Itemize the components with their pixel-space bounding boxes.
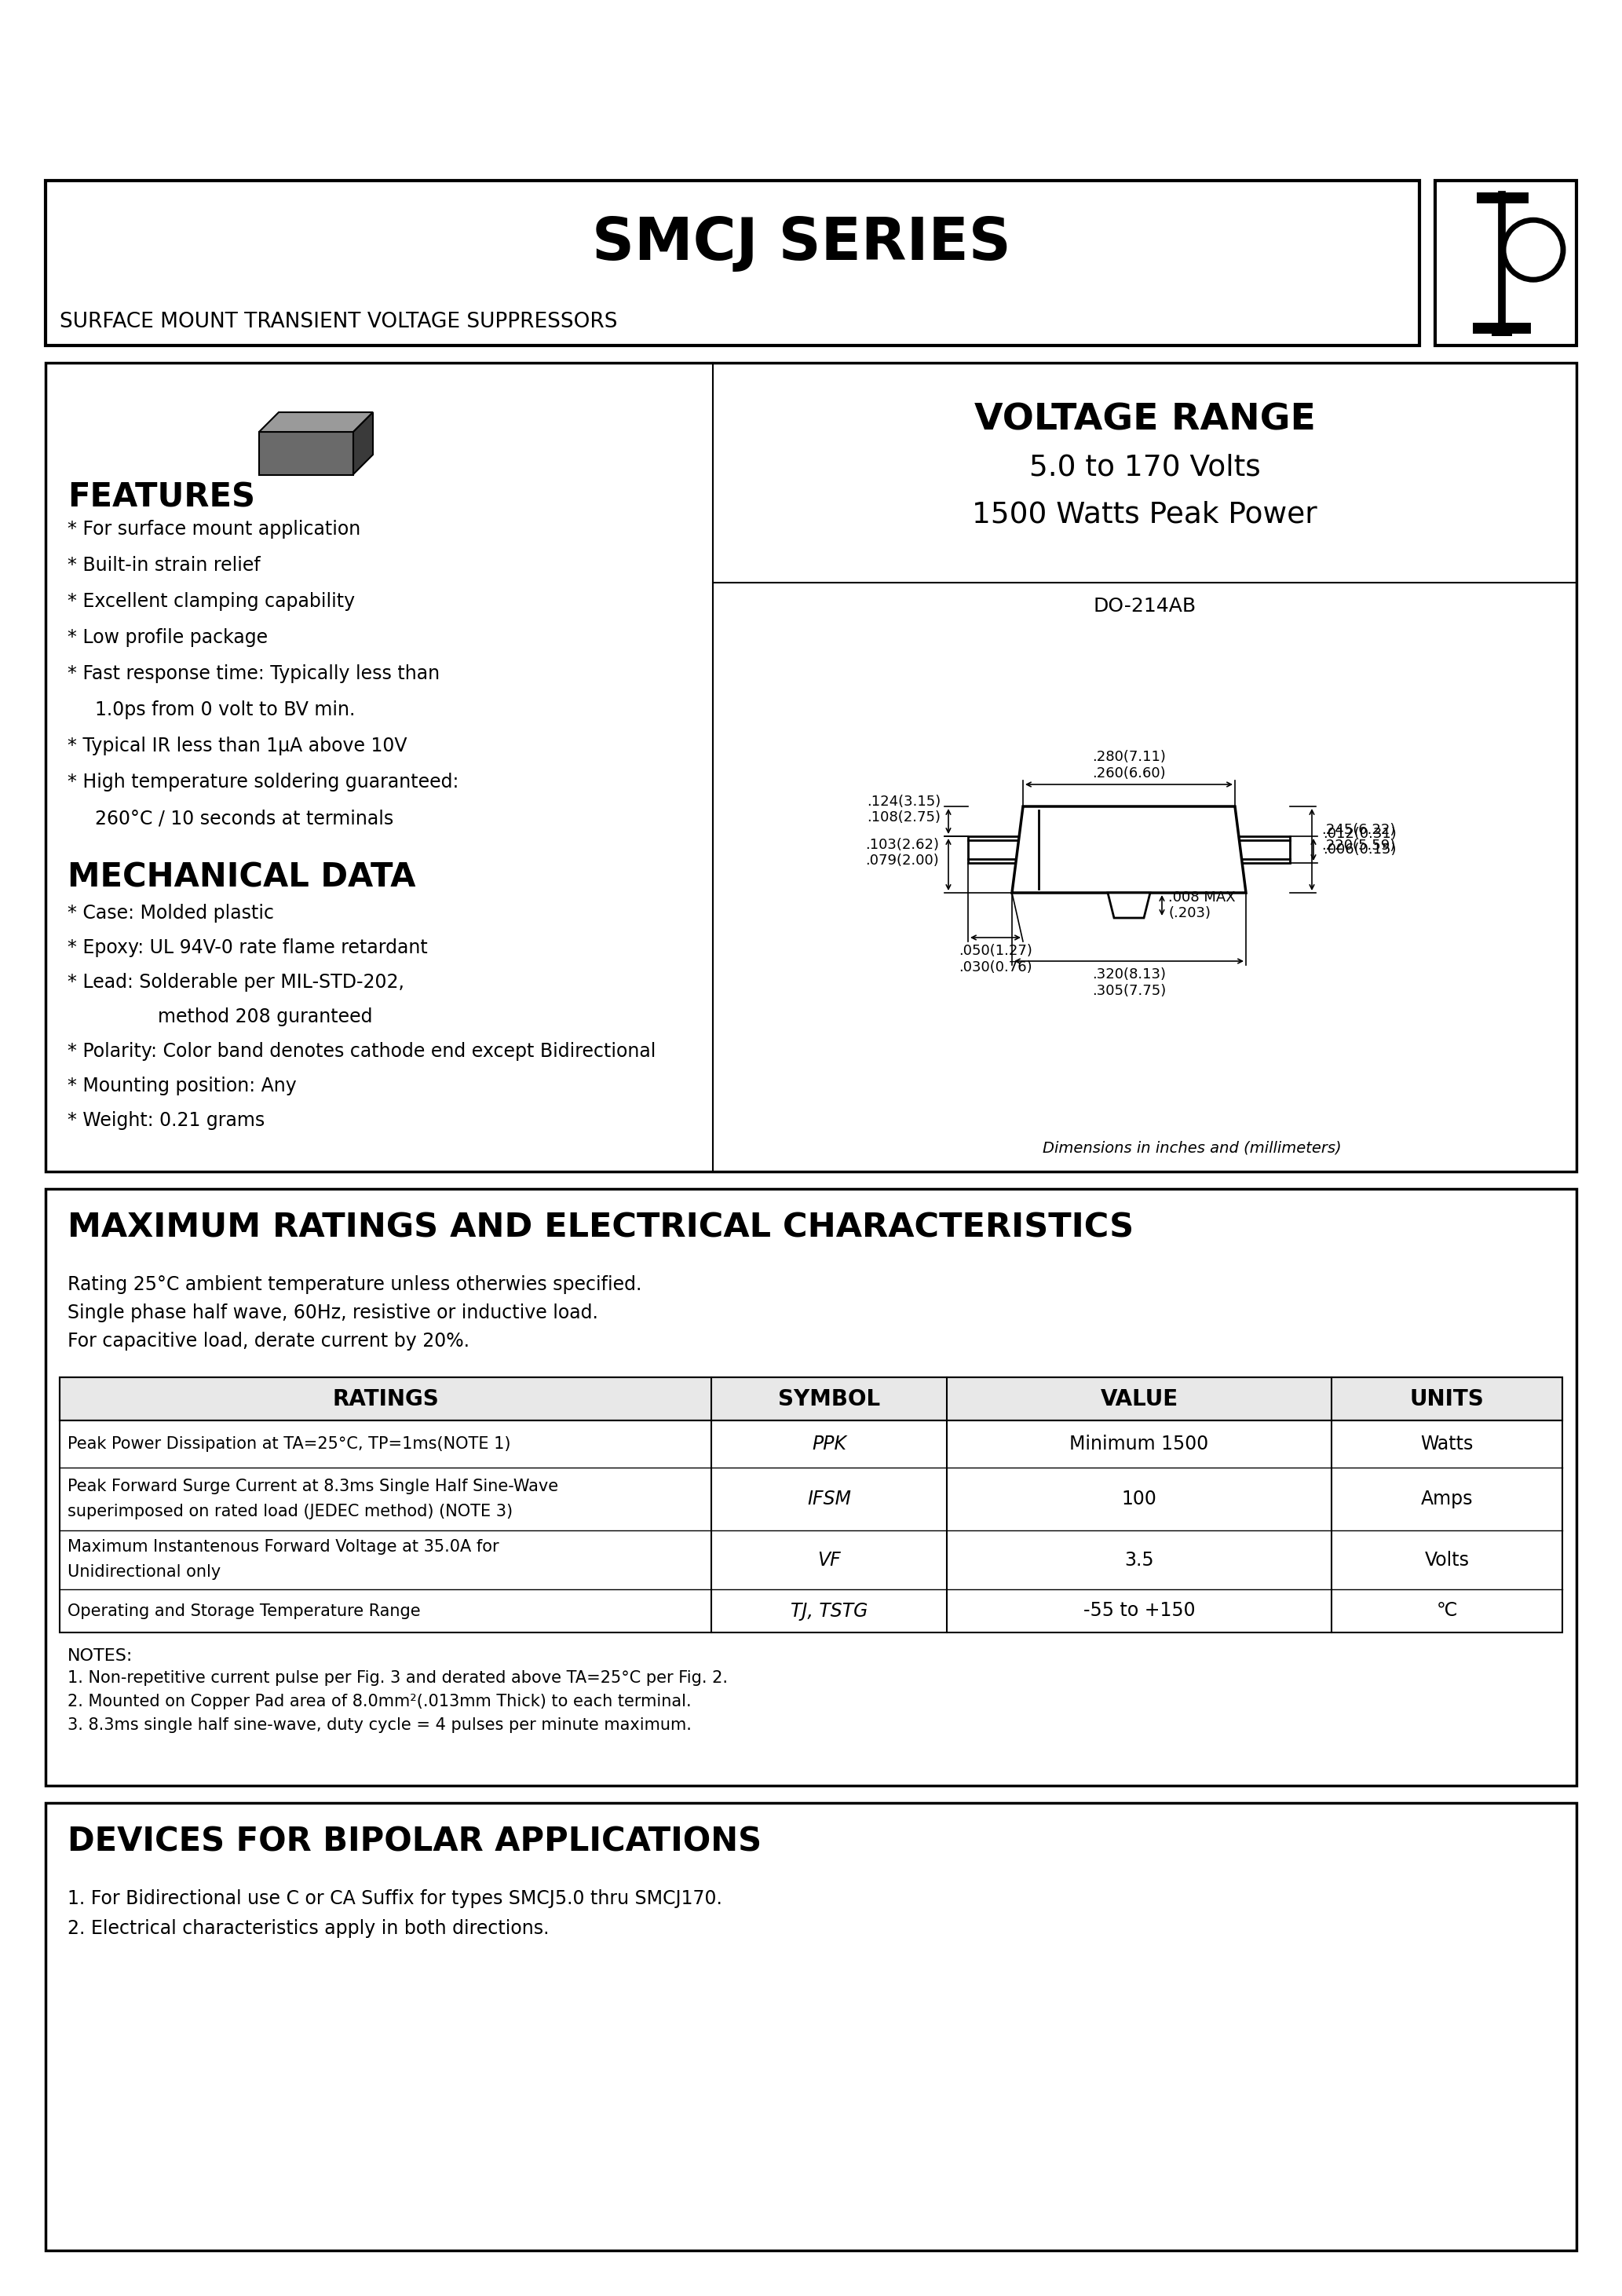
Text: .320(8.13)
.305(7.75): .320(8.13) .305(7.75) bbox=[1092, 967, 1166, 999]
Polygon shape bbox=[1108, 893, 1150, 918]
Text: Watts: Watts bbox=[1421, 1435, 1473, 1453]
Text: * High temperature soldering guaranteed:: * High temperature soldering guaranteed: bbox=[68, 774, 459, 792]
Bar bbox=[45, 1189, 1577, 1786]
Text: Peak Power Dissipation at TA=25°C, TP=1ms(NOTE 1): Peak Power Dissipation at TA=25°C, TP=1m… bbox=[68, 1437, 511, 1451]
Text: 1. Non-repetitive current pulse per Fig. 3 and derated above TA=25°C per Fig. 2.: 1. Non-repetitive current pulse per Fig.… bbox=[68, 1669, 728, 1685]
Text: Dimensions in inches and (millimeters): Dimensions in inches and (millimeters) bbox=[1043, 1141, 1341, 1155]
Text: Single phase half wave, 60Hz, resistive or inductive load.: Single phase half wave, 60Hz, resistive … bbox=[68, 1304, 599, 1322]
Text: IFSM: IFSM bbox=[808, 1490, 852, 1508]
Text: * Lead: Solderable per MIL-STD-202,: * Lead: Solderable per MIL-STD-202, bbox=[68, 974, 404, 992]
Text: DO-214AB: DO-214AB bbox=[1093, 597, 1195, 615]
Text: SMCJ SERIES: SMCJ SERIES bbox=[592, 216, 1011, 273]
Text: 1. For Bidirectional use C or CA Suffix for types SMCJ5.0 thru SMCJ170.: 1. For Bidirectional use C or CA Suffix … bbox=[68, 1890, 722, 1908]
Text: * Fast response time: Typically less than: * Fast response time: Typically less tha… bbox=[68, 664, 440, 684]
Text: .280(7.11)
.260(6.60): .280(7.11) .260(6.60) bbox=[1092, 751, 1166, 781]
Text: Volts: Volts bbox=[1424, 1550, 1470, 1568]
Text: 260°C / 10 seconds at terminals: 260°C / 10 seconds at terminals bbox=[83, 808, 394, 827]
Bar bbox=[60, 1378, 1562, 1421]
Text: Maximum Instantenous Forward Voltage at 35.0A for: Maximum Instantenous Forward Voltage at … bbox=[68, 1538, 500, 1554]
Text: 2. Electrical characteristics apply in both directions.: 2. Electrical characteristics apply in b… bbox=[68, 1919, 550, 1938]
Bar bbox=[45, 1802, 1577, 2250]
Text: NOTES:: NOTES: bbox=[68, 1649, 133, 1665]
Text: * For surface mount application: * For surface mount application bbox=[68, 519, 360, 540]
Bar bbox=[260, 432, 354, 475]
Text: 1500 Watts Peak Power: 1500 Watts Peak Power bbox=[972, 501, 1317, 528]
Text: TJ, TSTG: TJ, TSTG bbox=[790, 1603, 868, 1621]
Text: 1.0ps from 0 volt to BV min.: 1.0ps from 0 volt to BV min. bbox=[83, 700, 355, 719]
Text: 100: 100 bbox=[1121, 1490, 1156, 1508]
Text: .050(1.27)
.030(0.76): .050(1.27) .030(0.76) bbox=[959, 944, 1032, 974]
Text: -55 to +150: -55 to +150 bbox=[1083, 1603, 1195, 1621]
Bar bbox=[45, 181, 1419, 344]
Polygon shape bbox=[260, 413, 373, 432]
Text: * Case: Molded plastic: * Case: Molded plastic bbox=[68, 905, 274, 923]
Text: FEATURES: FEATURES bbox=[68, 480, 255, 514]
Text: Amps: Amps bbox=[1421, 1490, 1473, 1508]
Text: * Polarity: Color band denotes cathode end except Bidirectional: * Polarity: Color band denotes cathode e… bbox=[68, 1042, 655, 1061]
Text: VALUE: VALUE bbox=[1100, 1387, 1178, 1410]
Bar bbox=[1492, 324, 1512, 335]
Text: VOLTAGE RANGE: VOLTAGE RANGE bbox=[973, 402, 1315, 436]
Text: .008 MAX
(.203): .008 MAX (.203) bbox=[1168, 891, 1236, 921]
Text: 2. Mounted on Copper Pad area of 8.0mm²(.013mm Thick) to each terminal.: 2. Mounted on Copper Pad area of 8.0mm²(… bbox=[68, 1694, 691, 1711]
Text: * Weight: 0.21 grams: * Weight: 0.21 grams bbox=[68, 1111, 264, 1130]
Text: Minimum 1500: Minimum 1500 bbox=[1069, 1435, 1208, 1453]
Text: MECHANICAL DATA: MECHANICAL DATA bbox=[68, 861, 415, 893]
Bar bbox=[968, 836, 1023, 863]
Text: PPK: PPK bbox=[811, 1435, 847, 1453]
Text: superimposed on rated load (JEDEC method) (NOTE 3): superimposed on rated load (JEDEC method… bbox=[68, 1504, 513, 1520]
Text: DEVICES FOR BIPOLAR APPLICATIONS: DEVICES FOR BIPOLAR APPLICATIONS bbox=[68, 1825, 762, 1857]
Text: UNITS: UNITS bbox=[1410, 1387, 1484, 1410]
Text: ℃: ℃ bbox=[1437, 1603, 1457, 1621]
Text: * Mounting position: Any: * Mounting position: Any bbox=[68, 1077, 297, 1095]
Text: For capacitive load, derate current by 20%.: For capacitive load, derate current by 2… bbox=[68, 1332, 469, 1350]
Text: * Low profile package: * Low profile package bbox=[68, 629, 268, 647]
Text: .103(2.62)
.079(2.00): .103(2.62) .079(2.00) bbox=[865, 838, 939, 868]
Bar bbox=[60, 1378, 1562, 1421]
Text: 3. 8.3ms single half sine-wave, duty cycle = 4 pulses per minute maximum.: 3. 8.3ms single half sine-wave, duty cyc… bbox=[68, 1717, 691, 1733]
Text: Unidirectional only: Unidirectional only bbox=[68, 1564, 221, 1580]
Bar bbox=[60, 1421, 1562, 1632]
Text: .012(0.31)
.006(0.15): .012(0.31) .006(0.15) bbox=[1324, 827, 1397, 856]
Bar bbox=[1234, 836, 1289, 863]
Text: Peak Forward Surge Current at 8.3ms Single Half Sine-Wave: Peak Forward Surge Current at 8.3ms Sing… bbox=[68, 1479, 558, 1495]
Text: MAXIMUM RATINGS AND ELECTRICAL CHARACTERISTICS: MAXIMUM RATINGS AND ELECTRICAL CHARACTER… bbox=[68, 1210, 1134, 1244]
Bar bbox=[1435, 181, 1577, 344]
Text: 5.0 to 170 Volts: 5.0 to 170 Volts bbox=[1028, 452, 1260, 482]
Bar bbox=[45, 363, 1577, 1171]
Text: VF: VF bbox=[817, 1550, 840, 1568]
Text: * Typical IR less than 1μA above 10V: * Typical IR less than 1μA above 10V bbox=[68, 737, 407, 755]
Text: SYMBOL: SYMBOL bbox=[779, 1387, 881, 1410]
Polygon shape bbox=[354, 413, 373, 475]
Text: * Epoxy: UL 94V-0 rate flame retardant: * Epoxy: UL 94V-0 rate flame retardant bbox=[68, 939, 428, 957]
Polygon shape bbox=[1012, 806, 1246, 893]
Text: 3.5: 3.5 bbox=[1124, 1550, 1153, 1568]
Text: method 208 guranteed: method 208 guranteed bbox=[110, 1008, 373, 1026]
Text: Rating 25°C ambient temperature unless otherwies specified.: Rating 25°C ambient temperature unless o… bbox=[68, 1274, 642, 1295]
Text: SURFACE MOUNT TRANSIENT VOLTAGE SUPPRESSORS: SURFACE MOUNT TRANSIENT VOLTAGE SUPPRESS… bbox=[60, 312, 618, 333]
Text: * Built-in strain relief: * Built-in strain relief bbox=[68, 556, 261, 574]
Text: * Excellent clamping capability: * Excellent clamping capability bbox=[68, 592, 355, 611]
Text: RATINGS: RATINGS bbox=[333, 1387, 440, 1410]
Text: .124(3.15)
.108(2.75): .124(3.15) .108(2.75) bbox=[866, 794, 941, 824]
Text: Operating and Storage Temperature Range: Operating and Storage Temperature Range bbox=[68, 1603, 420, 1619]
Text: .245(6.22)
.220(5.59): .245(6.22) .220(5.59) bbox=[1322, 822, 1395, 854]
